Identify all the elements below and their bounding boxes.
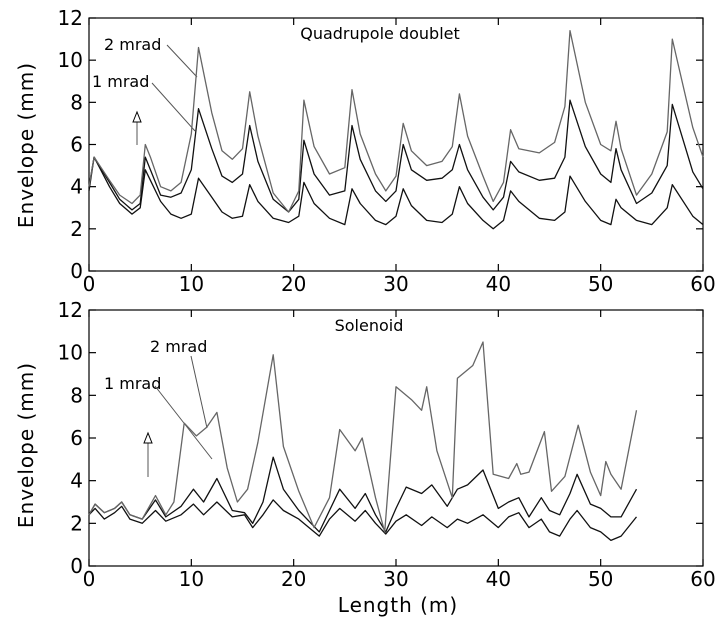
y-tick-label: 12: [58, 298, 83, 322]
x-tick-label: 60: [690, 567, 715, 591]
y-axis-label: Envelope (mm): [14, 362, 38, 528]
y-tick-label: 6: [70, 133, 83, 157]
series-line-2: [88, 341, 638, 533]
annotation-2mrad: 2 mrad: [150, 337, 207, 356]
annotation-1mrad: 1 mrad: [104, 374, 161, 393]
annotation-1mrad-pointer: [151, 82, 196, 132]
y-tick-label: 8: [70, 383, 83, 407]
y-tick-label: 8: [70, 90, 83, 114]
x-tick-label: 50: [588, 272, 613, 296]
y-tick-label: 0: [70, 554, 83, 578]
y-tick-label: 10: [58, 48, 83, 72]
series-line-1: [88, 99, 704, 213]
y-tick-label: 0: [70, 259, 83, 283]
x-tick-label: 20: [281, 272, 306, 296]
series-line-2: [88, 29, 704, 213]
annotation-2mrad-pointer: [190, 355, 208, 429]
x-tick-label: 50: [588, 567, 613, 591]
x-tick-label: 10: [179, 567, 204, 591]
plot-frame: [88, 17, 704, 272]
series-line-0: [88, 499, 638, 542]
y-tick-label: 2: [70, 511, 83, 535]
series-line-0: [88, 156, 704, 230]
y-tick-label: 4: [70, 175, 83, 199]
y-tick-label: 10: [58, 341, 83, 365]
x-tick-label: 20: [281, 567, 306, 591]
x-tick-label: 40: [486, 272, 511, 296]
annotation-2mrad: 2 mrad: [104, 35, 161, 54]
x-tick-label: 40: [486, 567, 511, 591]
chart-title: Quadrupole doublet: [300, 24, 460, 43]
x-tick-label: 0: [83, 272, 96, 296]
x-tick-label: 30: [383, 272, 408, 296]
annotation-1mrad-pointer: [154, 385, 213, 460]
y-tick-label: 12: [58, 6, 83, 30]
chart-title: Solenoid: [335, 316, 404, 335]
x-tick-label: 60: [690, 272, 715, 296]
annotation-2mrad-pointer: [166, 44, 198, 78]
y-tick-label: 2: [70, 217, 83, 241]
chart-panel-quadrupole: Quadrupole doublet Envelope (mm) 2 mrad …: [14, 6, 715, 296]
y-tick-label: 4: [70, 469, 83, 493]
y-tick-label: 6: [70, 426, 83, 450]
y-axis-label: Envelope (mm): [14, 62, 38, 228]
annotation-1mrad: 1 mrad: [92, 72, 149, 91]
x-axis-label: Length (m): [338, 593, 458, 617]
arrow-icon: [132, 110, 142, 145]
chart-panel-solenoid: Solenoid Envelope (mm) Length (m) 2 mrad…: [14, 298, 715, 617]
x-tick-label: 0: [83, 567, 96, 591]
x-tick-label: 10: [179, 272, 204, 296]
arrow-icon: [143, 431, 153, 477]
series-line-1: [88, 456, 638, 533]
x-tick-label: 30: [383, 567, 408, 591]
